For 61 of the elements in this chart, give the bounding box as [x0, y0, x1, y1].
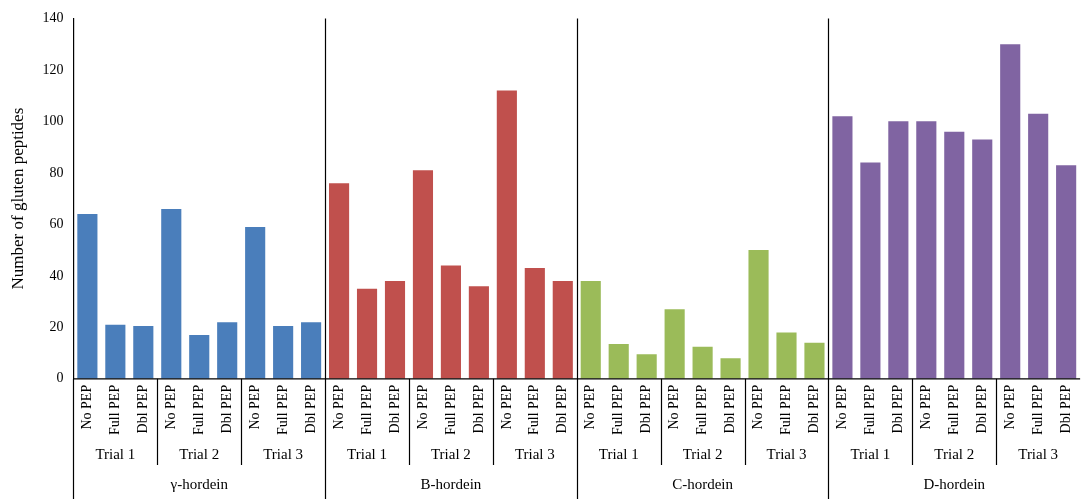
- text: Trial 3: [1018, 445, 1059, 462]
- x-tick-label: Full PEP: [945, 384, 961, 436]
- x-tick-label: Dbl PEP: [722, 384, 738, 434]
- x-tick-label: Dbl PEP: [470, 384, 486, 434]
- x-tick-label: Dbl PEP: [554, 384, 570, 434]
- text: D-hordein: [923, 475, 986, 492]
- x-tick-label: No PEP: [246, 384, 262, 430]
- x-tick-label: No PEP: [498, 384, 514, 430]
- y-axis-title: Number of gluten peptides: [7, 107, 27, 290]
- x-tick-label: No PEP: [582, 384, 598, 430]
- x-tick-label: Dbl PEP: [386, 384, 402, 434]
- text: γ-hordein: [169, 475, 229, 492]
- x-tick-label: Dbl PEP: [890, 384, 906, 434]
- x-tick-label: Dbl PEP: [806, 384, 822, 434]
- text: Trial 2: [430, 445, 471, 462]
- text: Trial 1: [95, 445, 136, 462]
- x-tick-label: Full PEP: [107, 384, 123, 436]
- x-tick-label: Dbl PEP: [638, 384, 654, 434]
- y-tick-label: 140: [42, 10, 64, 26]
- x-tick-label: No PEP: [414, 384, 430, 430]
- y-tick-label: 0: [56, 370, 64, 386]
- x-tick-label: Dbl PEP: [1057, 384, 1073, 434]
- text: Trial 2: [934, 445, 975, 462]
- x-tick-label: Full PEP: [274, 384, 290, 436]
- y-tick-label: 80: [49, 164, 64, 180]
- x-tick-label: Full PEP: [610, 384, 626, 436]
- x-tick-label: Full PEP: [1029, 384, 1045, 436]
- text: Trial 1: [347, 445, 387, 462]
- text: Trial 2: [179, 445, 220, 462]
- text: Trial 2: [682, 445, 723, 462]
- x-tick-label: Full PEP: [862, 384, 878, 436]
- y-tick-label: 100: [42, 113, 64, 129]
- x-tick-label: No PEP: [1001, 384, 1017, 430]
- text: Trial 3: [514, 445, 555, 462]
- x-tick-label: No PEP: [79, 384, 95, 430]
- y-tick-label: 20: [49, 319, 64, 334]
- x-tick-label: Dbl PEP: [218, 384, 234, 434]
- text: Trial 3: [263, 445, 304, 462]
- x-tick-label: Full PEP: [526, 384, 542, 436]
- y-tick-label: 60: [49, 216, 64, 232]
- x-tick-label: No PEP: [917, 384, 933, 430]
- text: Trial 1: [598, 445, 639, 462]
- x-tick-label: Full PEP: [190, 384, 206, 436]
- x-tick-label: Dbl PEP: [973, 384, 989, 434]
- text: Trial 1: [850, 445, 891, 462]
- y-tick-label: 40: [49, 267, 64, 283]
- x-tick-label: No PEP: [750, 384, 766, 430]
- text: B-hordein: [420, 475, 482, 492]
- x-tick-label: Dbl PEP: [302, 384, 318, 434]
- x-tick-label: No PEP: [666, 384, 682, 430]
- x-tick-label: Full PEP: [442, 384, 458, 436]
- x-tick-label: Full PEP: [358, 384, 374, 436]
- text: Trial 3: [766, 445, 807, 462]
- x-tick-label: Full PEP: [694, 384, 710, 436]
- x-tick-label: No PEP: [834, 384, 850, 430]
- y-tick-label: 120: [42, 61, 64, 77]
- x-tick-label: No PEP: [330, 384, 346, 430]
- x-tick-label: Full PEP: [778, 384, 794, 436]
- x-tick-label: No PEP: [162, 384, 178, 430]
- text: C-hordein: [672, 475, 734, 492]
- x-tick-label: Dbl PEP: [134, 384, 150, 434]
